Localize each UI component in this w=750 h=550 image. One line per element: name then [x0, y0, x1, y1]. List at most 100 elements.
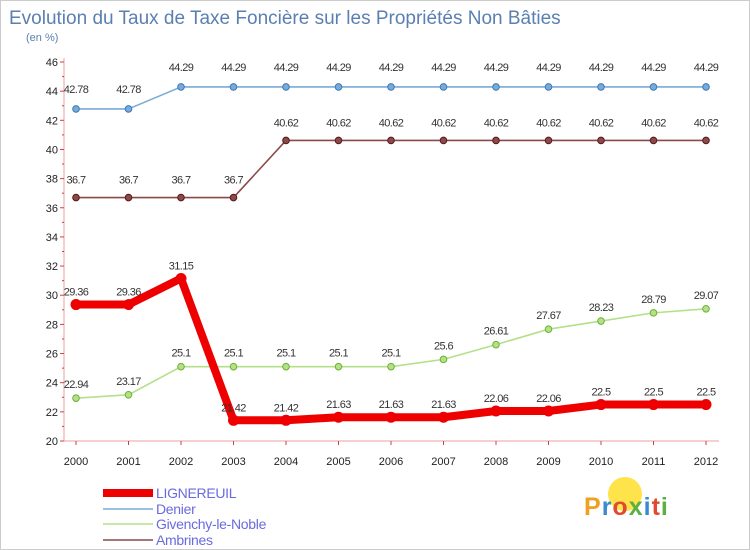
data-label: 44.29 [169, 62, 194, 74]
x-tick-label: 2009 [536, 456, 560, 468]
data-label: 40.62 [379, 117, 404, 129]
series-point [334, 83, 343, 91]
data-label: 29.36 [116, 287, 141, 299]
series-point [228, 414, 239, 426]
x-tick-label: 2001 [116, 456, 140, 468]
series-point [282, 136, 290, 145]
series-point [333, 411, 344, 423]
x-tick-label: 2006 [379, 456, 403, 468]
series-point [177, 362, 185, 371]
logo-letter: i [661, 493, 669, 521]
data-label: 36.7 [171, 175, 190, 187]
series-point [124, 390, 133, 399]
y-tick-label: 34 [46, 232, 58, 244]
series-point [175, 272, 187, 284]
series-point [492, 83, 500, 91]
legend-label: Ambrines [156, 532, 213, 548]
series-point [334, 362, 343, 371]
data-label: 29.07 [694, 290, 719, 302]
series-point [124, 193, 133, 202]
y-tick-label: 22 [46, 407, 58, 419]
series-point [702, 304, 710, 313]
series-point [282, 83, 290, 91]
series-point [490, 405, 502, 417]
data-label: 25.1 [329, 348, 348, 360]
series-point [544, 136, 553, 145]
data-label: 21.42 [221, 402, 246, 414]
series-point [229, 193, 238, 202]
logo-letter: t [652, 493, 661, 521]
data-label: 40.62 [484, 117, 509, 129]
data-label: 26.61 [484, 326, 509, 338]
data-label: 40.62 [641, 117, 666, 129]
data-label: 40.62 [694, 117, 719, 129]
data-label: 21.63 [326, 399, 351, 411]
chart-subtitle: (en %) [26, 32, 58, 44]
data-label: 23.17 [116, 376, 141, 388]
series-point [439, 83, 448, 91]
data-label: 28.79 [641, 294, 666, 306]
data-label: 40.62 [431, 117, 456, 129]
data-label: 44.29 [536, 62, 561, 74]
x-tick-label: 2012 [694, 456, 718, 468]
series-point [649, 136, 658, 145]
data-label: 44.29 [379, 62, 404, 74]
plot-area: 20 22 24 26 28 30 32 34 36 38 40 42 44 46 2000 2001 2002… [46, 57, 720, 468]
data-label: 40.62 [536, 117, 561, 129]
legend: LIGNEREUILDenierGivenchy-le-NobleAmbrine… [103, 485, 267, 548]
series-point [123, 299, 134, 311]
logo-text: Proxiti [584, 493, 669, 521]
data-label: 25.1 [224, 348, 243, 360]
series-point [387, 362, 395, 371]
proxiti-logo: Proxiti [584, 477, 669, 521]
data-label: 25.1 [276, 348, 295, 360]
data-label: 28.23 [589, 302, 614, 314]
y-tick-label: 38 [46, 174, 58, 186]
series-point [648, 399, 659, 411]
series-point [282, 362, 290, 371]
series-point [387, 83, 395, 91]
legend-label: Denier [156, 501, 196, 517]
y-tick-label: 24 [46, 378, 58, 390]
logo-letter: r [602, 493, 613, 521]
series-point [229, 83, 238, 91]
series-point [649, 83, 658, 91]
logo-letter: x [629, 493, 644, 521]
series-point [544, 83, 553, 91]
y-tick-label: 44 [46, 86, 58, 98]
series-point [439, 355, 448, 364]
data-label: 40.62 [326, 117, 351, 129]
series-point [439, 136, 448, 145]
chart-title: Evolution du Taux de Taxe Foncière sur l… [9, 8, 561, 29]
data-label: 21.42 [274, 402, 299, 414]
legend-label: LIGNEREUIL [156, 485, 237, 501]
series-point [597, 136, 605, 145]
series-point [72, 193, 80, 202]
data-label: 44.29 [589, 62, 614, 74]
data-label: 25.1 [381, 348, 400, 360]
y-tick-label: 36 [46, 203, 58, 215]
data-label: 36.7 [66, 175, 85, 187]
legend-label: Givenchy-le-Noble [156, 516, 267, 532]
data-label: 22.5 [644, 387, 663, 399]
series-point [72, 105, 80, 113]
series-point [649, 309, 658, 317]
logo-letter: P [584, 493, 602, 521]
y-tick-label: 46 [46, 57, 58, 69]
series-point [334, 136, 343, 145]
series-ambrines: 36.7 36.7 36.7 36.7 40.62 40.62 40.62 40.62 40.6… [66, 117, 719, 202]
data-label: 40.62 [274, 117, 299, 129]
series-point [177, 83, 185, 91]
data-label: 36.7 [224, 175, 243, 187]
data-label: 42.78 [64, 84, 89, 96]
series-point [543, 405, 554, 417]
x-tick-label: 2002 [169, 456, 193, 468]
x-tick-label: 2003 [221, 456, 245, 468]
data-label: 25.6 [434, 340, 453, 352]
series-point [702, 136, 710, 145]
series-line [76, 139, 706, 199]
x-tick-label: 2011 [642, 456, 666, 468]
x-tick-label: 2000 [64, 456, 88, 468]
